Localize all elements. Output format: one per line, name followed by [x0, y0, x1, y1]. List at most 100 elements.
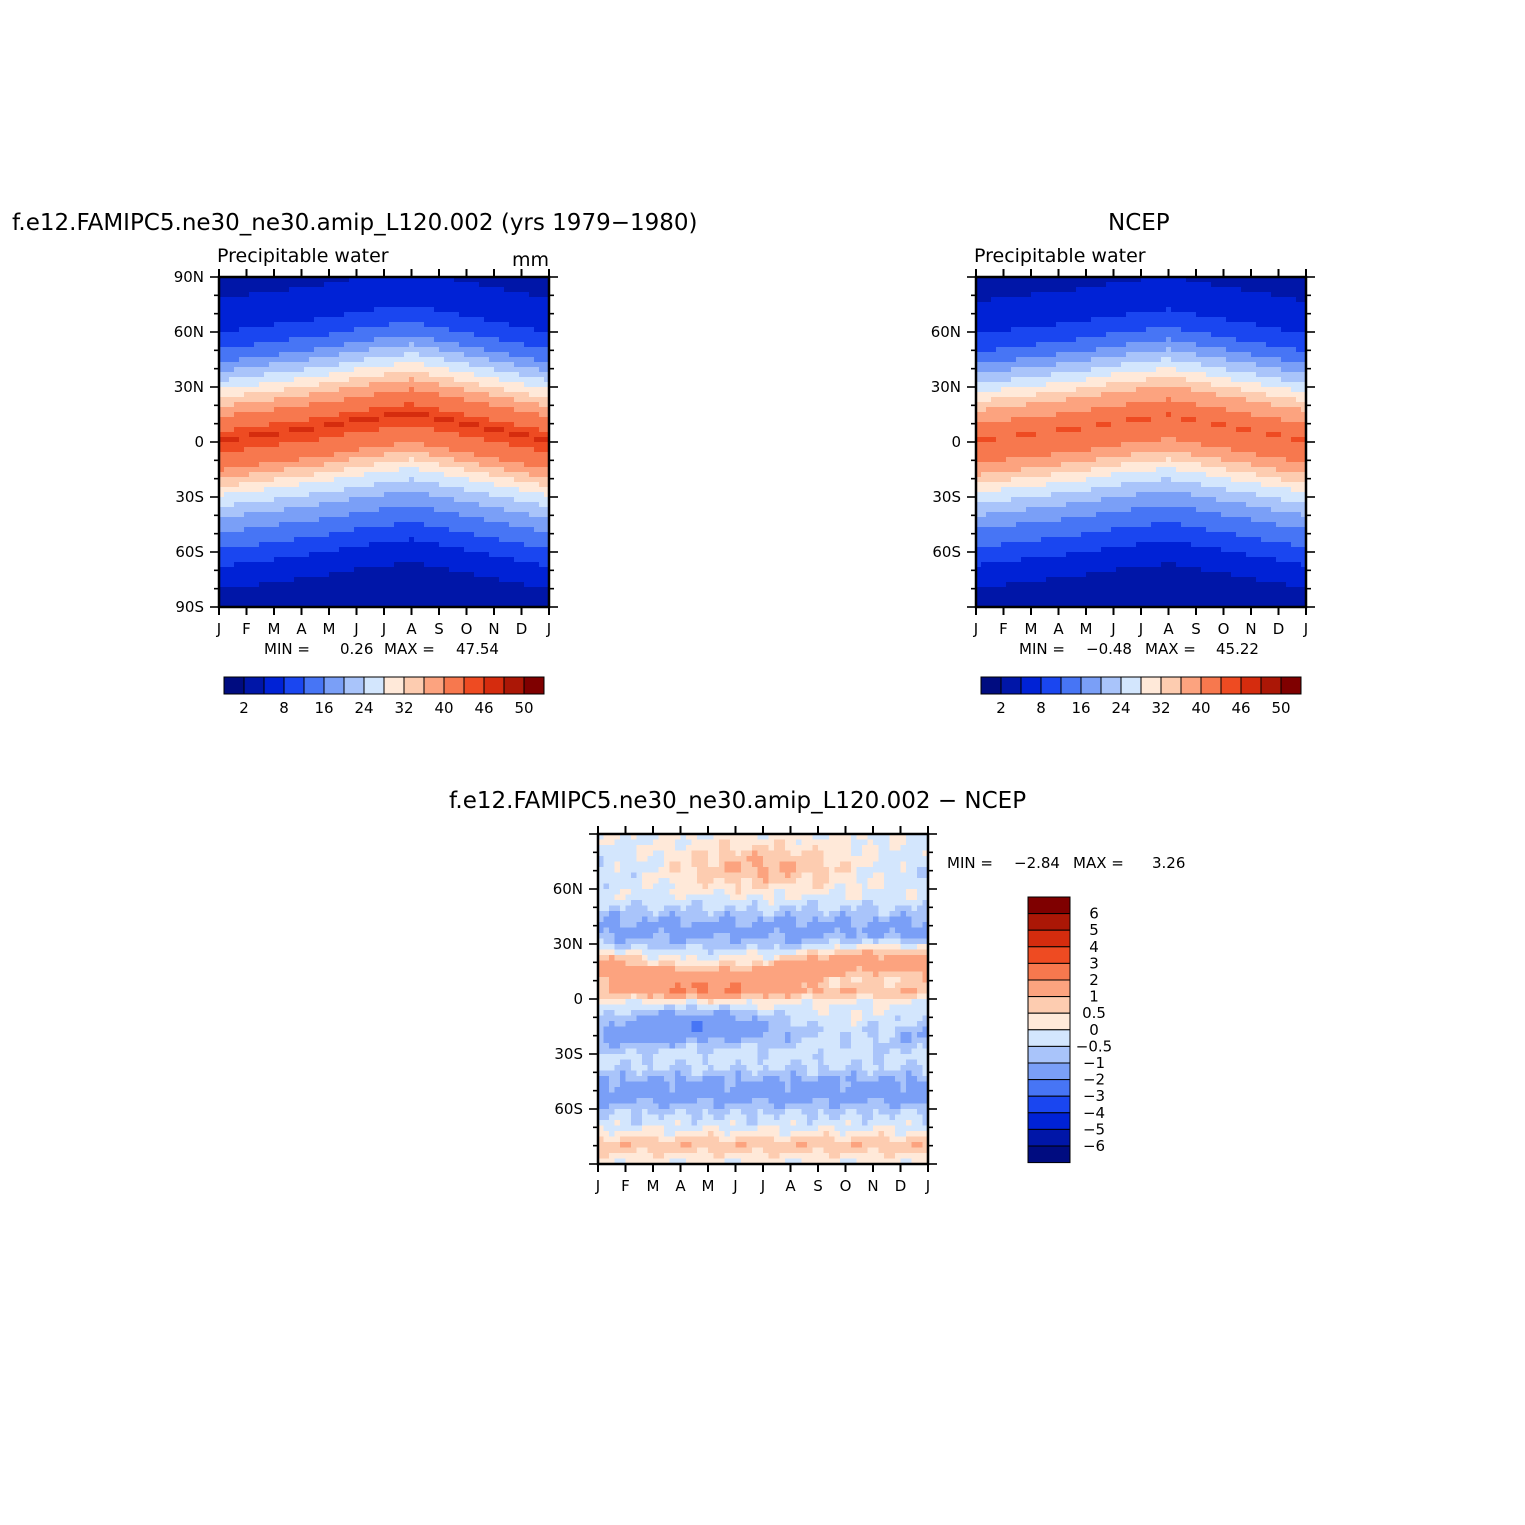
p1-field-cell	[359, 597, 365, 603]
p1-field-cell	[314, 527, 320, 533]
p1-field-cell	[324, 447, 330, 453]
p1-field-cell	[339, 367, 345, 373]
p1-field-cell	[414, 292, 420, 298]
p1-field-cell	[444, 402, 450, 408]
p1-field-cell	[419, 502, 425, 508]
p1-field-cell	[354, 562, 360, 568]
p2-field-cell	[1091, 297, 1097, 303]
p1-field-cell	[489, 382, 495, 388]
p1-field-cell	[284, 472, 290, 478]
p1-field-cell	[224, 487, 230, 493]
p1-field-cell	[534, 332, 540, 338]
p1-field-cell	[299, 397, 305, 403]
p1-field-cell	[364, 497, 370, 503]
p1-field-cell	[459, 572, 465, 578]
p1-field-cell	[314, 582, 320, 588]
p1-field-cell	[334, 477, 340, 483]
p1-field-cell	[514, 552, 520, 558]
p1-field-cell	[384, 562, 390, 568]
p1-field-cell	[339, 397, 345, 403]
p2-field-cell	[1196, 312, 1202, 318]
p2-field-cell	[1136, 292, 1142, 298]
p1-field-cell	[389, 532, 395, 538]
p1-field-cell	[464, 572, 470, 578]
p1-field-cell	[314, 467, 320, 473]
p1-field-cell	[364, 402, 370, 408]
p2-field-cell	[1296, 292, 1302, 298]
p1-field-cell	[409, 447, 415, 453]
p1-field-cell	[459, 392, 465, 398]
p1-field-cell	[444, 547, 450, 553]
p1-field-cell	[314, 457, 320, 463]
p1-field-cell	[344, 592, 350, 598]
p1-field-cell	[539, 587, 545, 593]
p1-field-cell	[329, 437, 335, 443]
p1-field-cell	[264, 312, 270, 318]
p1-field-cell	[334, 312, 340, 318]
p1-field-cell	[394, 437, 400, 443]
p1-field-cell	[514, 517, 520, 523]
p1-field-cell	[434, 497, 440, 503]
p1-field-cell	[424, 567, 430, 573]
p1-field-cell	[519, 502, 525, 508]
p1-field-cell	[514, 292, 520, 298]
p1-field-cell	[509, 552, 515, 558]
p2-field-cell	[1256, 297, 1262, 303]
p1-field-cell	[434, 552, 440, 558]
p1-field-cell	[239, 537, 245, 543]
p1-field-cell	[224, 412, 230, 418]
p1-field-cell	[499, 407, 505, 413]
p1-field-cell	[514, 392, 520, 398]
p1-field-cell	[429, 317, 435, 323]
p1-field-cell	[364, 462, 370, 468]
p1-field-cell	[219, 592, 225, 598]
p1-field-cell	[449, 557, 455, 563]
p1-field-cell	[439, 362, 445, 368]
p1-field-cell	[354, 337, 360, 343]
p1-field-cell	[439, 437, 445, 443]
p1-field-cell	[519, 447, 525, 453]
p1-field-cell	[349, 347, 355, 353]
p1-field-cell	[484, 402, 490, 408]
p1-field-cell	[424, 347, 430, 353]
p1-field-cell	[224, 502, 230, 508]
p1-field-cell	[319, 472, 325, 478]
p1-field-cell	[319, 417, 325, 423]
p1-field-cell	[424, 317, 430, 323]
p1-field-cell	[519, 402, 525, 408]
p2-field-cell	[1256, 282, 1262, 288]
p1-field-cell	[254, 562, 260, 568]
p1-field-cell	[389, 527, 395, 533]
p2-field-cell	[996, 282, 1002, 288]
p1-field-cell	[234, 422, 240, 428]
p1-field-cell	[314, 322, 320, 328]
p1-field-cell	[489, 332, 495, 338]
p2-field-cell	[1146, 292, 1152, 298]
p1-field-cell	[544, 307, 550, 313]
p1-field-cell	[474, 332, 480, 338]
p1-field-cell	[274, 352, 280, 358]
p1-field-cell	[519, 492, 525, 498]
p1-field-cell	[274, 462, 280, 468]
p1-field-cell	[429, 367, 435, 373]
p1-field-cell	[534, 537, 540, 543]
p1-field-cell	[384, 587, 390, 593]
p1-field-cell	[259, 577, 265, 583]
p2-field-cell	[1196, 287, 1202, 293]
p1-field-cell	[349, 277, 355, 283]
p1-field-cell	[234, 577, 240, 583]
p1-field-cell	[254, 497, 260, 503]
p1-field-cell	[399, 437, 405, 443]
p1-field-cell	[269, 502, 275, 508]
p1-field-cell	[219, 517, 225, 523]
p1-field-cell	[519, 302, 525, 308]
p1-field-cell	[434, 397, 440, 403]
p1-field-cell	[379, 422, 385, 428]
panel-model-colorbar: 2 8 16 24 32 40 46 50	[223, 676, 545, 717]
p2-field-cell	[1111, 307, 1117, 313]
p1-field-cell	[219, 487, 225, 493]
p2-field-cell	[1021, 307, 1027, 313]
p1-field-cell	[254, 572, 260, 578]
p1-field-cell	[274, 552, 280, 558]
p1-field-cell	[459, 512, 465, 518]
